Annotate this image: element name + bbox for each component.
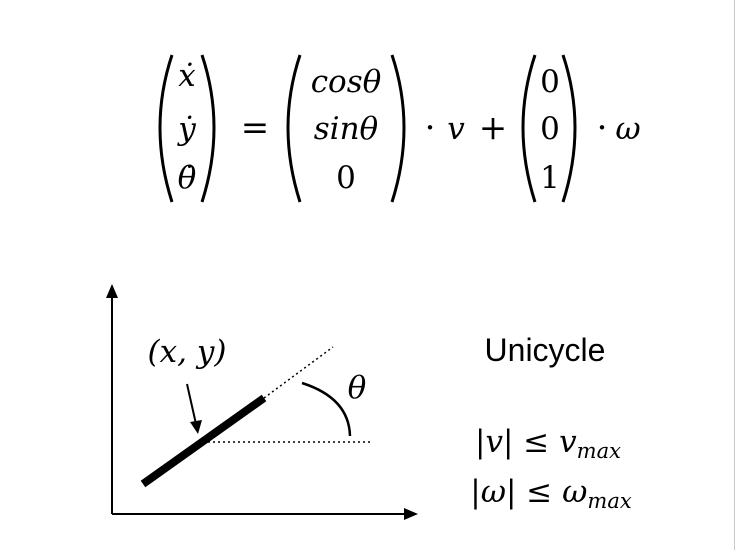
velocity-constraint-main: |v| ≤ v <box>475 424 577 460</box>
matrix1-right-paren <box>390 54 406 203</box>
matrix2-row1: 0 <box>540 64 560 100</box>
heading-extension <box>263 346 334 399</box>
angular-constraint-sub: max <box>587 489 631 513</box>
lhs-y-dot: ẏ <box>176 111 196 147</box>
theta-arc <box>301 381 352 437</box>
matrix2-right-paren <box>561 54 577 203</box>
matrix2-row3: 1 <box>540 160 560 196</box>
angular-velocity-omega: ω <box>615 111 640 147</box>
theta-label: θ <box>348 370 367 406</box>
angular-constraint: |ω| ≤ ωmax <box>470 474 632 513</box>
velocity-constraint: |v| ≤ vmax <box>475 424 621 463</box>
y-axis-arrowhead <box>106 284 118 298</box>
velocity-v: v <box>447 111 465 147</box>
matrix2-left-paren <box>521 54 537 203</box>
point-pointer <box>186 383 197 425</box>
matrix1-left-paren <box>286 54 302 203</box>
lhs-theta-dot: θ̇ <box>178 160 197 196</box>
matrix1-zero: 0 <box>336 160 356 196</box>
point-pointer-arrowhead <box>190 420 202 434</box>
dot-operator-2: · <box>597 108 608 148</box>
angular-constraint-main: |ω| ≤ ω <box>470 474 587 510</box>
unicycle-title: Unicycle <box>485 332 606 368</box>
robot-body <box>140 394 267 488</box>
slide-right-border <box>734 0 735 550</box>
kinematics-equation: ẋ ẏ θ̇ = cosθ sinθ 0 · v + 0 0 1 · ω <box>158 54 641 203</box>
x-axis-arrowhead <box>404 508 418 520</box>
lhs-right-paren <box>200 54 216 203</box>
matrix1-sin: sinθ <box>314 111 379 147</box>
velocity-constraint-sub: max <box>577 439 621 463</box>
unicycle-diagram: θ (x, y) <box>106 284 418 520</box>
lhs-left-paren <box>158 54 174 203</box>
matrix2-row2: 0 <box>540 111 560 147</box>
equals-sign: = <box>241 108 270 148</box>
lhs-x-dot: ẋ <box>178 58 196 94</box>
point-label: (x, y) <box>148 334 227 370</box>
dot-operator-1: · <box>425 108 436 148</box>
matrix1-cos: cosθ <box>311 64 382 100</box>
plus-sign: + <box>479 108 508 148</box>
